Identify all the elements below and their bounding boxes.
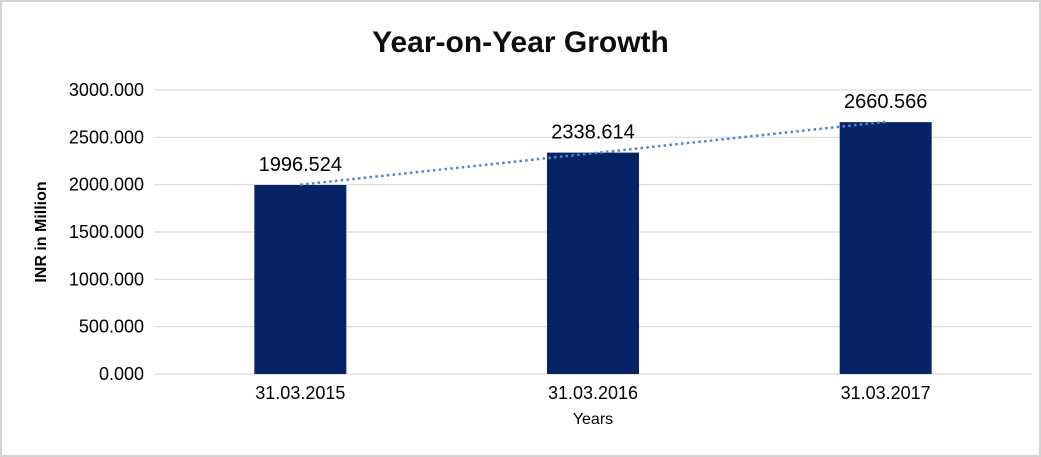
x-axis-title: Years <box>572 411 614 428</box>
bar-value-label: 2338.614 <box>551 122 634 144</box>
y-tick-label: 1500.000 <box>69 222 144 242</box>
bar-value-label: 2660.566 <box>844 91 927 113</box>
bar <box>839 122 932 374</box>
chart-title: Year-on-Year Growth <box>372 26 669 59</box>
x-tick-label: 31.03.2015 <box>255 383 345 403</box>
y-tick-label: 0.000 <box>99 364 144 384</box>
bar <box>254 184 347 374</box>
y-tick-label: 2500.000 <box>69 127 144 147</box>
bar <box>547 152 639 374</box>
y-tick-label: 1000.000 <box>69 269 144 289</box>
y-tick-label: 3000.000 <box>69 80 144 100</box>
y-tick-label: 500.000 <box>79 317 144 337</box>
x-tick-label: 31.03.2017 <box>841 383 931 403</box>
bar-value-label: 1996.524 <box>259 154 342 176</box>
x-tick-label: 31.03.2016 <box>548 383 638 403</box>
y-tick-label: 2000.000 <box>69 175 144 195</box>
